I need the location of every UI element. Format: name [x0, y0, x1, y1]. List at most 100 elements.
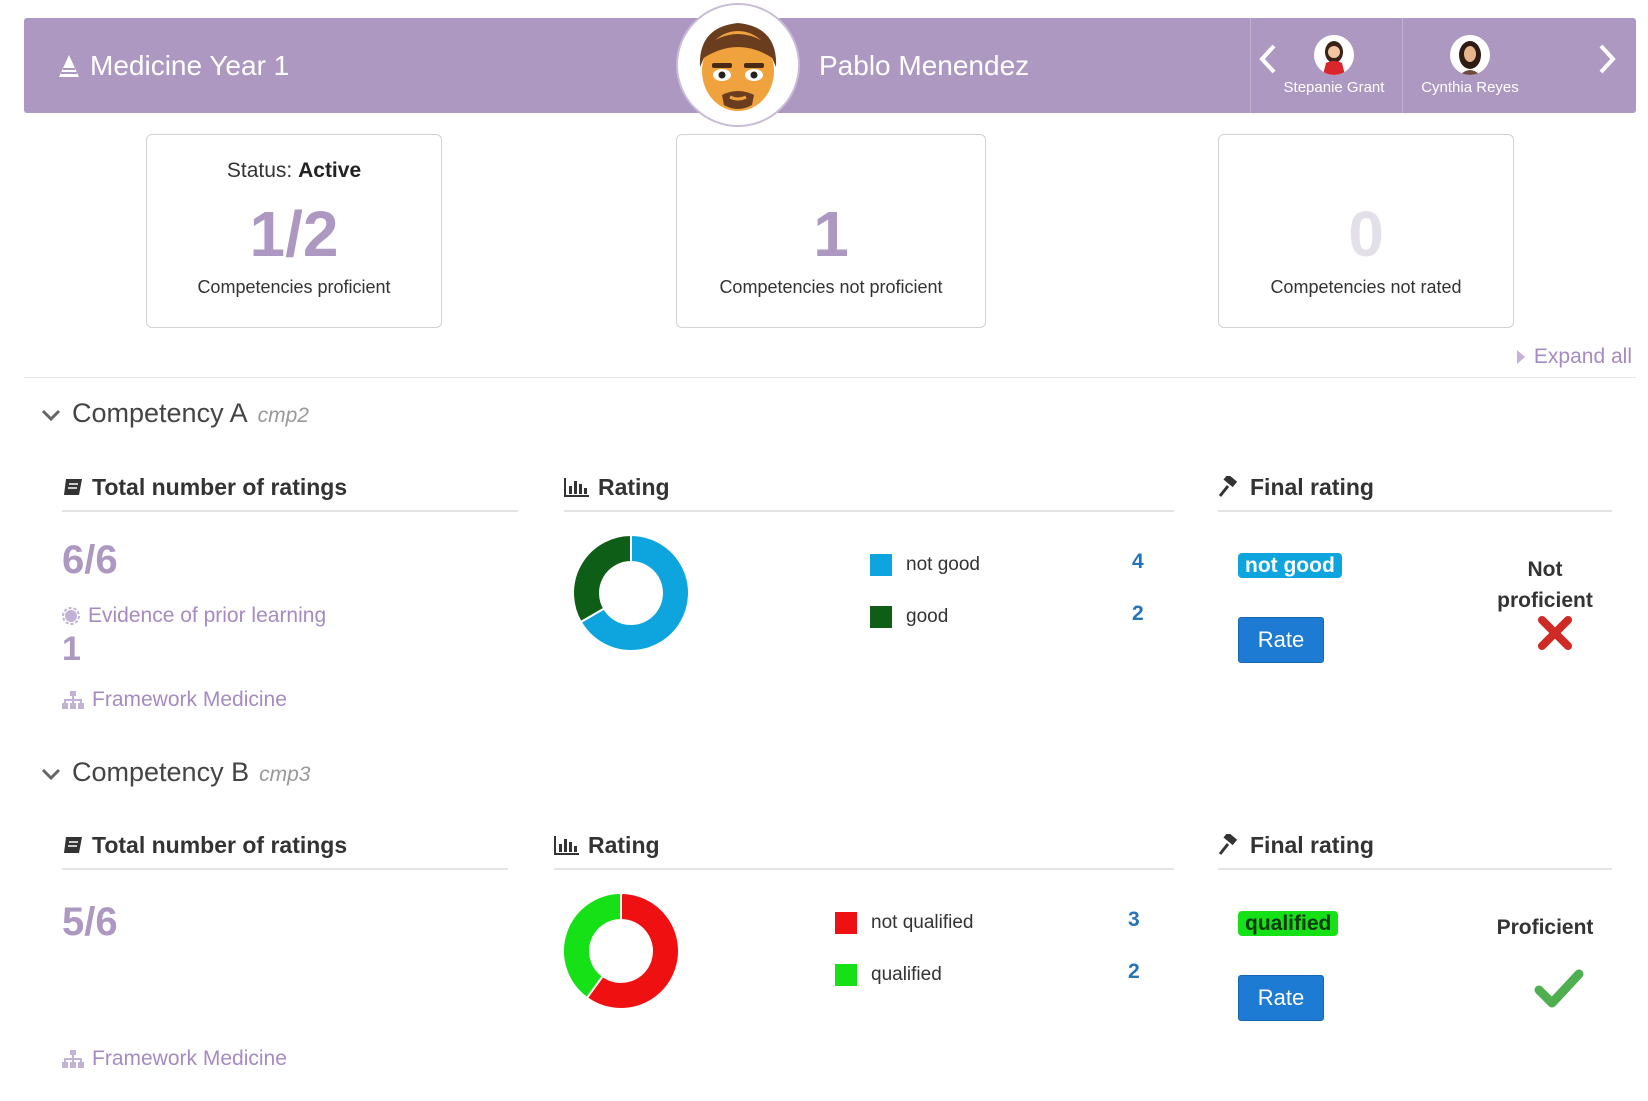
legend-count: 2: [1128, 960, 1140, 983]
check-icon: [1534, 969, 1584, 1008]
legend-label: good: [906, 606, 949, 627]
divider: [24, 377, 1636, 378]
user-name: Pablo Menendez: [819, 49, 1030, 81]
user-header-bar: Medicine Year 1 Pablo Menendez Stepanie …: [24, 18, 1636, 113]
legend-item: not qualified: [835, 912, 973, 934]
not-proficient-label: Competencies not proficient: [719, 277, 943, 297]
caret-right-icon: [1516, 350, 1525, 364]
rating-heading-text: Rating: [598, 473, 670, 500]
competency-code: cmp3: [259, 763, 311, 786]
rating-heading-text: Rating: [588, 831, 660, 858]
user-avatar: [676, 3, 800, 127]
legend-label: not good: [906, 554, 980, 575]
legend-swatch: [870, 554, 892, 576]
rate-button[interactable]: Rate: [1238, 975, 1324, 1021]
expand-all-link[interactable]: Expand all: [1516, 345, 1632, 369]
proficiency-line-1: Not: [1527, 558, 1563, 581]
rating-donut-chart: [562, 891, 680, 1010]
status-label: Status:: [226, 159, 293, 182]
final-rating-heading-text: Final rating: [1250, 831, 1374, 858]
rating-heading: Rating: [554, 830, 1174, 870]
competency-b-header[interactable]: Competency B cmp3: [40, 757, 310, 788]
next-user-chevron-icon[interactable]: [1597, 42, 1617, 85]
evidence-count: 1: [62, 630, 81, 668]
status-line: Status: Active: [147, 159, 441, 183]
donut-slice-not-qualified: [585, 891, 680, 1010]
final-rating-heading-text: Final rating: [1250, 473, 1374, 500]
competency-name: Competency B: [72, 757, 250, 787]
book-icon: [64, 479, 82, 495]
nav-separator: [1402, 18, 1403, 113]
proficiency-line-2: proficient: [1497, 589, 1593, 612]
legend-label: qualified: [871, 964, 942, 985]
total-ratings-count: 5/6: [62, 900, 118, 944]
gavel-icon: [1218, 476, 1238, 497]
sitemap-icon: [62, 691, 84, 709]
competency-a-header[interactable]: Competency A cmp2: [40, 398, 309, 429]
evidence-label: Evidence of prior learning: [88, 604, 327, 627]
bar-chart-icon: [554, 836, 579, 855]
framework-label: Framework Medicine: [92, 688, 287, 711]
bar-chart-icon: [564, 478, 589, 497]
final-rating-badge-text: not good: [1238, 553, 1342, 578]
framework-link[interactable]: Framework Medicine: [62, 688, 287, 712]
competency-name: Competency A: [72, 398, 248, 428]
not-rated-label: Competencies not rated: [1270, 277, 1462, 297]
donut-slice-good: [572, 533, 632, 624]
book-icon: [64, 837, 82, 853]
total-ratings-heading: Total number of ratings: [62, 472, 518, 512]
final-rating-heading: Final rating: [1218, 472, 1612, 512]
legend-label: not qualified: [871, 912, 974, 933]
not-proficient-count: 1: [813, 198, 849, 270]
final-rating-badge: qualified: [1238, 911, 1339, 936]
legend-count: 3: [1128, 908, 1140, 931]
rating-heading: Rating: [564, 472, 1174, 512]
status-value: Active: [298, 159, 362, 182]
next-user-avatar: [1450, 35, 1490, 75]
legend-count: 4: [1132, 550, 1144, 573]
chevron-down-icon: [40, 757, 62, 788]
sitemap-icon: [62, 1050, 84, 1068]
legend-count: 2: [1132, 602, 1144, 625]
evidence-link[interactable]: Evidence of prior learning: [62, 604, 326, 628]
gavel-icon: [1218, 834, 1238, 855]
proficiency-status: Proficient: [1490, 912, 1600, 943]
total-ratings-count: 6/6: [62, 538, 118, 582]
donut-slice-not-good: [579, 533, 690, 652]
legend-swatch: [835, 912, 857, 934]
prev-user-link[interactable]: Stepanie Grant: [1280, 18, 1388, 113]
nav-separator: [1250, 18, 1251, 113]
competency-code: cmp2: [257, 404, 309, 427]
not-rated-summary-box: 0 Competencies not rated: [1218, 134, 1514, 328]
total-ratings-heading-text: Total number of ratings: [92, 473, 348, 500]
framework-link[interactable]: Framework Medicine: [62, 1047, 287, 1071]
prev-user-avatar: [1314, 35, 1354, 75]
total-ratings-heading-text: Total number of ratings: [92, 831, 348, 858]
total-ratings-heading: Total number of ratings: [62, 830, 508, 870]
legend-item: not good: [870, 554, 980, 576]
prev-user-chevron-icon[interactable]: [1258, 42, 1278, 85]
proficient-summary-box: Status: Active 1/2 Competencies proficie…: [146, 134, 442, 328]
final-rating-badge: not good: [1238, 553, 1342, 578]
not-proficient-summary-box: 1 Competencies not proficient: [676, 134, 986, 328]
final-rating-badge-text: qualified: [1238, 911, 1339, 936]
plan-title[interactable]: Medicine Year 1: [58, 18, 289, 113]
rate-button[interactable]: Rate: [1238, 617, 1324, 663]
rating-donut-chart: [572, 533, 690, 652]
framework-label: Framework Medicine: [92, 1047, 287, 1070]
next-user-link[interactable]: Cynthia Reyes: [1414, 18, 1526, 113]
plan-title-text: Medicine Year 1: [90, 49, 290, 81]
legend-item: qualified: [835, 964, 942, 986]
next-user-name: Cynthia Reyes: [1421, 79, 1519, 96]
proficiency-status: Not proficient: [1490, 554, 1600, 616]
proficiency-line-1: Proficient: [1496, 916, 1594, 939]
legend-swatch: [835, 964, 857, 986]
prev-user-name: Stepanie Grant: [1283, 79, 1385, 96]
proficient-count: 1/2: [249, 198, 339, 270]
expand-all-text: Expand all: [1533, 345, 1632, 368]
donut-slice-qualified: [562, 891, 622, 1000]
plan-pyramid-icon: [59, 54, 79, 77]
chevron-down-icon: [40, 398, 62, 429]
legend-swatch: [870, 606, 892, 628]
evidence-gear-icon: [62, 607, 80, 625]
